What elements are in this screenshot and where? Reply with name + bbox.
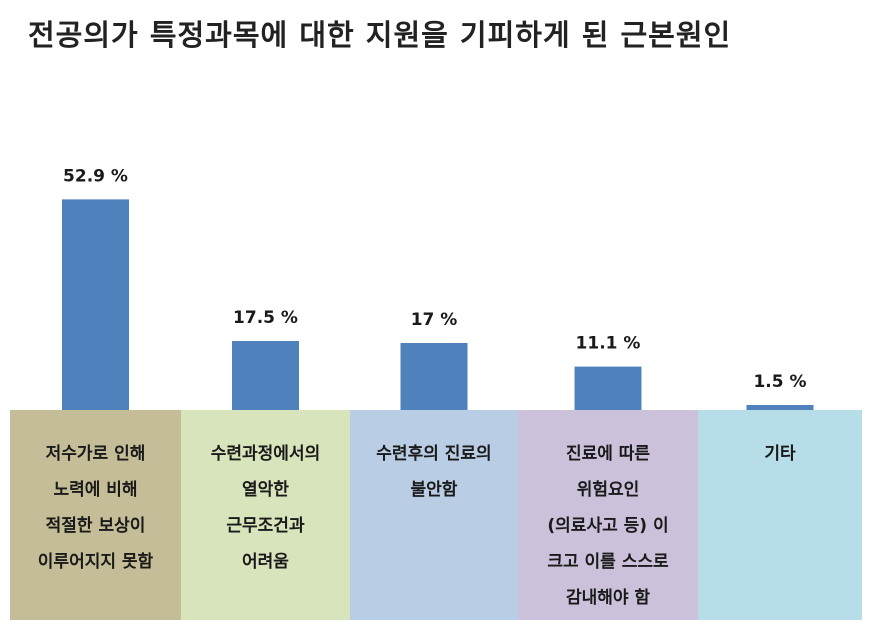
data-label-5: 1.5 % bbox=[753, 372, 806, 392]
category-label-line: 어려움 bbox=[242, 552, 289, 572]
category-label-line: 기타 bbox=[764, 444, 796, 464]
bar-3 bbox=[400, 343, 468, 411]
data-label-2: 17.5 % bbox=[233, 308, 298, 328]
category-label-line: 불안함 bbox=[410, 480, 458, 500]
category-label-line: 감내해야 함 bbox=[565, 588, 651, 608]
bar-4 bbox=[574, 366, 642, 411]
category-label-line: 이루어지지 못함 bbox=[37, 552, 154, 572]
bar-5 bbox=[746, 405, 814, 411]
data-label-3: 17 % bbox=[411, 310, 458, 330]
category-label-line: 수련과정에서의 bbox=[210, 444, 321, 464]
bar-1 bbox=[62, 199, 129, 411]
category-label-line: 저수가로 인해 bbox=[45, 444, 146, 464]
category-label-line: 근무조건과 bbox=[226, 516, 305, 536]
category-label-line: 노력에 비해 bbox=[53, 480, 138, 500]
category-label-line: 진료에 따른 bbox=[565, 444, 651, 464]
category-label-line: 크고 이를 스스로 bbox=[547, 552, 669, 572]
category-label-line: 열악한 bbox=[242, 480, 289, 500]
category-label-line: 수련후의 진료의 bbox=[376, 444, 492, 464]
category-label-line: 위험요인 bbox=[576, 480, 640, 500]
category-cell-5: 기타 bbox=[698, 410, 862, 620]
category-label-line: (의료사고 등) 이 bbox=[547, 516, 669, 536]
data-label-1: 52.9 % bbox=[63, 166, 128, 186]
bar-2 bbox=[232, 341, 299, 411]
category-label-line: 적절한 보상이 bbox=[45, 516, 146, 536]
data-label-4: 11.1 % bbox=[576, 334, 641, 354]
chart-title: 전공의가 특정과목에 대한 지원을 기피하게 된 근본원인 bbox=[28, 18, 732, 52]
